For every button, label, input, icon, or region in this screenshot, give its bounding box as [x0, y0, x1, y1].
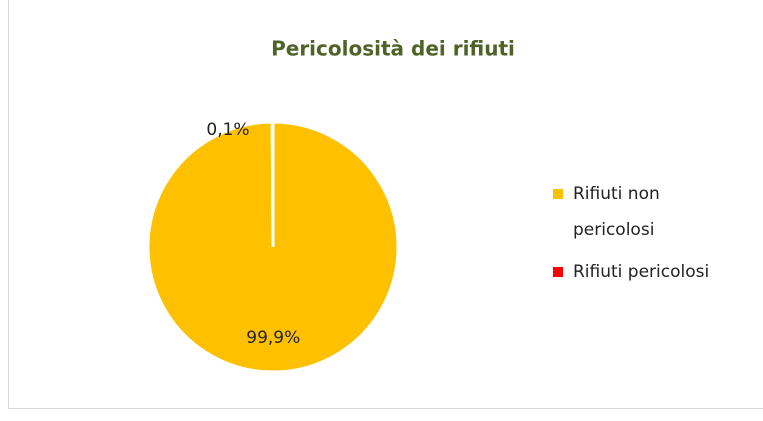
data-label: 99,9% [246, 328, 300, 348]
legend: Rifiuti non pericolosi Rifiuti pericolosi [553, 176, 718, 296]
legend-swatch [553, 189, 563, 199]
chart-title: Pericolosità dei rifiuti [271, 37, 515, 61]
legend-label: Rifiuti pericolosi [573, 262, 710, 282]
legend-item: Rifiuti pericolosi [553, 254, 718, 290]
legend-item: Rifiuti non pericolosi [553, 176, 718, 248]
legend-label: Rifiuti non pericolosi [573, 184, 660, 240]
data-label: 0,1% [206, 120, 249, 140]
pie-slice [270, 120, 275, 248]
legend-swatch [553, 267, 563, 277]
